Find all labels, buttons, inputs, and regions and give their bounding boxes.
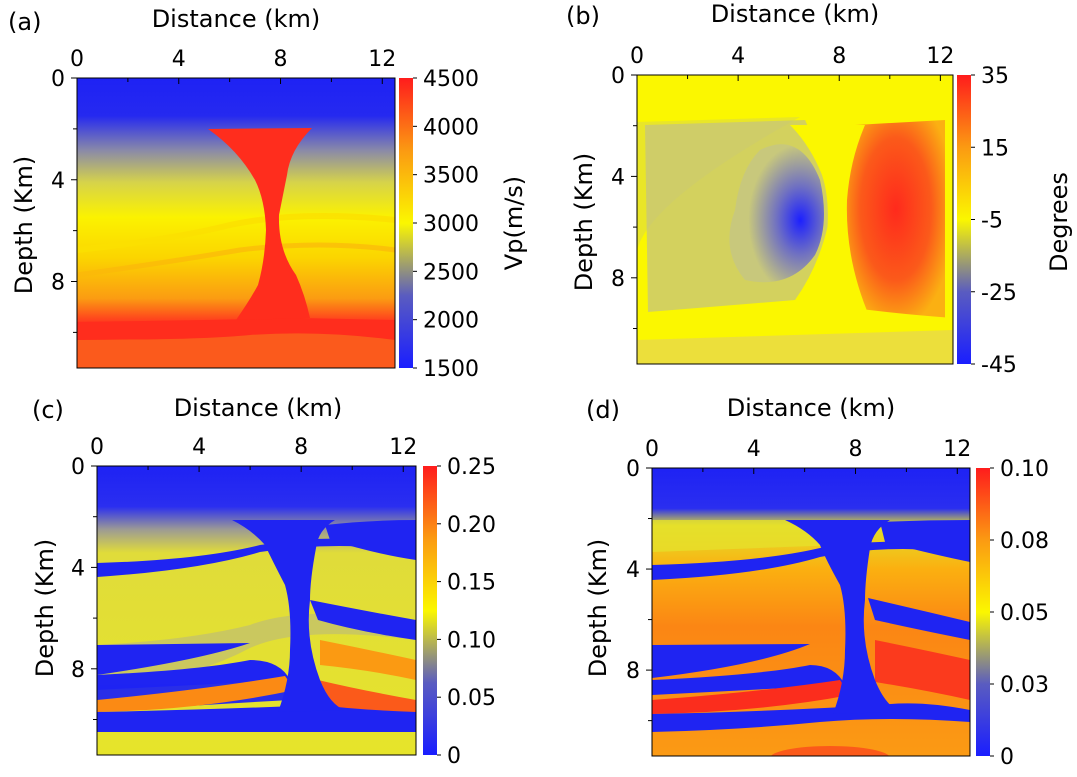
colorbar-tick-label-a-3: 3000 <box>423 212 479 237</box>
y-tick-label-b-0: 0 <box>611 64 625 89</box>
y-tick-label-a-2: 8 <box>51 271 65 296</box>
heatmap-c <box>97 466 416 755</box>
colorbar-label-a: Vp(m/s) <box>500 176 528 270</box>
x-tick-label-b-0: 0 <box>630 44 644 69</box>
colorbar-tick-label-c-0: 0.25 <box>447 455 496 480</box>
y-tick-label-c-1: 4 <box>71 556 85 581</box>
y-tick-label-d-2: 8 <box>626 659 640 684</box>
panel-label-b: (b) <box>566 2 600 30</box>
y-ticks-d: 0 4 8 <box>626 457 652 722</box>
y-axis-label-d: Depth (Km) <box>584 539 612 678</box>
x-tick-label-b-3: 12 <box>926 44 954 69</box>
colorbar-c <box>423 466 437 755</box>
x-axis-label-d: Distance (km) <box>727 394 896 422</box>
colorbar-ticks-d: 0.10 0.08 0.05 0.03 0 <box>990 457 1049 770</box>
colorbar-tick-label-b-3: -25 <box>981 281 1017 306</box>
x-tick-label-a-0: 0 <box>70 47 84 72</box>
y-axis-label-a: Depth (Km) <box>10 156 38 295</box>
colorbar-tick-label-a-2: 3500 <box>423 164 479 189</box>
y-tick-label-a-0: 0 <box>51 67 65 92</box>
colorbar-tick-label-b-0: 35 <box>981 64 1009 89</box>
heatmap-b <box>637 75 953 364</box>
heatmap-d <box>652 468 970 756</box>
colorbar-tick-label-b-4: -45 <box>981 353 1017 378</box>
colorbar-tick-label-a-6: 1500 <box>423 357 479 382</box>
y-tick-label-b-2: 8 <box>611 267 625 292</box>
panel-label-c: (c) <box>32 396 64 424</box>
x-tick-label-a-3: 12 <box>368 47 396 72</box>
y-axis-label-c: Depth (Km) <box>31 539 59 678</box>
y-ticks-a: 0 4 8 <box>51 67 77 333</box>
y-tick-label-a-1: 4 <box>51 169 65 194</box>
x-tick-label-d-1: 4 <box>747 437 761 462</box>
colorbar-tick-label-a-4: 2500 <box>423 260 479 285</box>
x-ticks-a: 0 4 8 12 <box>70 47 396 84</box>
colorbar-a <box>399 78 413 368</box>
colorbar-tick-label-b-1: 15 <box>981 136 1009 161</box>
colorbar-tick-label-d-2: 0.05 <box>1000 601 1049 626</box>
colorbar-b <box>957 75 971 364</box>
plot-frame-a <box>76 77 396 369</box>
x-axis-label-a: Distance (km) <box>152 5 321 33</box>
y-tick-label-c-2: 8 <box>71 658 85 683</box>
colorbar-tick-label-a-5: 2000 <box>423 309 479 334</box>
x-ticks-c: 0 4 8 12 <box>90 435 417 472</box>
y-tick-label-d-0: 0 <box>626 457 640 482</box>
colorbar-tick-label-a-0: 4500 <box>423 67 479 92</box>
plot-frame-b <box>636 74 954 365</box>
panel-b: 0 4 8 12 0 4 8 35 15 -5 -25 -45 (b) Distance (km)… <box>566 0 1073 378</box>
x-tick-label-a-2: 8 <box>274 47 288 72</box>
colorbar-tick-label-d-1: 0.08 <box>1000 529 1049 554</box>
x-tick-label-d-2: 8 <box>849 437 863 462</box>
panel-a: 0 4 8 12 0 4 8 4500 4000 3500 3000 2500 2000 1500 (… <box>8 5 528 382</box>
x-tick-label-c-0: 0 <box>90 435 104 460</box>
x-tick-label-c-3: 12 <box>389 435 417 460</box>
panel-label-a: (a) <box>8 8 41 36</box>
y-axis-label-b: Depth (Km) <box>570 153 598 292</box>
colorbar-tick-label-c-3: 0.10 <box>447 628 496 653</box>
x-tick-label-b-2: 8 <box>832 44 846 69</box>
colorbar-tick-label-b-2: -5 <box>981 209 1003 234</box>
plot-frame-c <box>96 465 417 756</box>
x-tick-label-b-1: 4 <box>731 44 745 69</box>
colorbar-tick-label-c-1: 0.20 <box>447 513 496 538</box>
colorbar-label-b: Degrees <box>1045 172 1073 272</box>
y-ticks-b: 0 4 8 <box>611 64 637 330</box>
colorbar-tick-label-c-2: 0.15 <box>447 571 496 596</box>
x-ticks-d: 0 4 8 12 <box>645 437 971 474</box>
colorbar-ticks-c: 0.25 0.20 0.15 0.10 0.05 0 <box>437 455 496 769</box>
colorbar-tick-label-d-4: 0 <box>1000 745 1014 770</box>
x-axis-label-c: Distance (km) <box>174 394 343 422</box>
y-tick-label-b-1: 4 <box>611 165 625 190</box>
colorbar-ticks-b: 35 15 -5 -25 -45 <box>971 64 1017 378</box>
x-ticks-b: 0 4 8 12 <box>630 44 954 81</box>
colorbar-tick-label-d-0: 0.10 <box>1000 457 1049 482</box>
panel-c: 0 4 8 12 0 4 8 0.25 0.20 0.15 0.10 0.05 0 (c) Dist… <box>31 394 496 769</box>
plot-frame-d <box>651 467 971 757</box>
colorbar-tick-label-c-5: 0 <box>447 744 461 769</box>
colorbar-tick-label-c-4: 0.05 <box>447 686 496 711</box>
colorbar-d <box>976 468 990 756</box>
colorbar-ticks-a: 4500 4000 3500 3000 2500 2000 1500 <box>413 67 479 382</box>
x-tick-label-a-1: 4 <box>172 47 186 72</box>
panel-label-d: (d) <box>586 396 620 424</box>
x-tick-label-d-0: 0 <box>645 437 659 462</box>
x-tick-label-d-3: 12 <box>943 437 971 462</box>
colorbar-tick-label-a-1: 4000 <box>423 115 479 140</box>
y-tick-label-c-0: 0 <box>71 455 85 480</box>
x-tick-label-c-1: 4 <box>192 435 206 460</box>
x-axis-label-b: Distance (km) <box>711 0 880 28</box>
heatmap-a <box>77 78 395 368</box>
y-ticks-c: 0 4 8 <box>71 455 97 721</box>
panel-d: 0 4 8 12 0 4 8 0.10 0.08 0.05 0.03 0 (d) Distance… <box>584 394 1049 770</box>
y-tick-label-d-1: 4 <box>626 558 640 583</box>
x-tick-label-c-2: 8 <box>294 435 308 460</box>
colorbar-tick-label-d-3: 0.03 <box>1000 673 1049 698</box>
